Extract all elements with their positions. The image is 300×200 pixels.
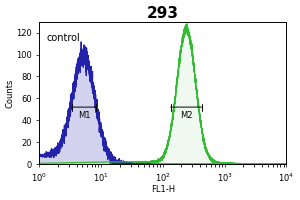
Text: control: control bbox=[46, 33, 80, 43]
X-axis label: FL1-H: FL1-H bbox=[151, 185, 175, 194]
Title: 293: 293 bbox=[147, 6, 179, 21]
Text: M2: M2 bbox=[180, 111, 193, 120]
Y-axis label: Counts: Counts bbox=[6, 78, 15, 108]
Text: M1: M1 bbox=[78, 111, 90, 120]
